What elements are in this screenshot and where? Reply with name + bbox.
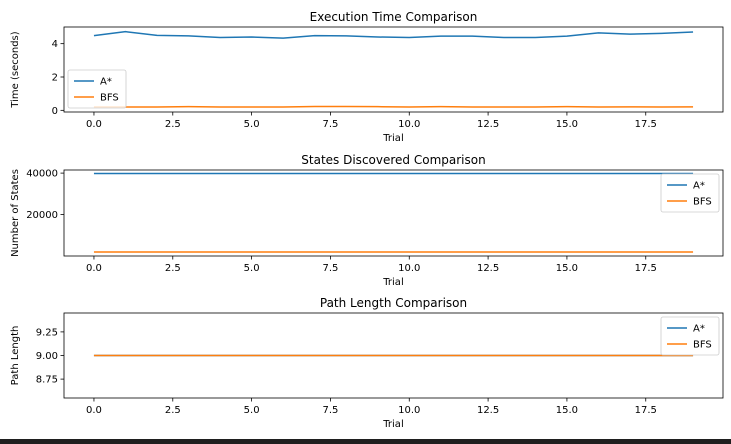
x-tick-label: 2.5 (165, 119, 181, 130)
legend-label: A* (100, 77, 112, 88)
x-tick-label: 15.0 (556, 405, 578, 416)
y-tick-label: 20000 (26, 210, 58, 221)
x-axis-label: Trial (382, 277, 403, 288)
x-tick-label: 2.5 (165, 263, 181, 274)
y-tick-label: 9.00 (36, 351, 58, 362)
x-tick-label: 12.5 (477, 263, 499, 274)
x-tick-label: 12.5 (477, 119, 499, 130)
x-tick-label: 7.5 (322, 119, 338, 130)
x-axis-label: Trial (382, 419, 403, 430)
x-tick-label: 5.0 (244, 119, 260, 130)
legend: A* BFS (660, 173, 720, 213)
chart-title: Path Length Comparison (320, 296, 467, 310)
legend: A* BFS (67, 69, 127, 109)
chart-title: Execution Time Comparison (310, 10, 478, 24)
x-axis-label: Trial (382, 133, 403, 144)
x-tick-label: 0.0 (86, 405, 102, 416)
y-tick-label: 4 (52, 39, 58, 50)
x-tick-label: 10.0 (398, 119, 420, 130)
plot-frame (63, 169, 724, 257)
chart-panel-3: Path Length Comparison 0.0 2.5 5.0 7.5 10.0 12… (10, 296, 724, 430)
chart-panel-1: Execution Time Comparison 0.0 2.5 5.0 7.5 10.… (10, 10, 724, 144)
series-line-bfs (93, 105, 694, 108)
x-tick-label: 2.5 (165, 405, 181, 416)
x-tick-label: 10.0 (398, 405, 420, 416)
x-tick-label: 0.0 (86, 263, 102, 274)
y-tick-label: 0 (52, 106, 58, 117)
chart-title: States Discovered Comparison (301, 153, 485, 167)
plot-frame (63, 26, 724, 113)
legend-box (660, 173, 720, 213)
y-tick-label: 9.25 (36, 327, 58, 338)
legend-label: BFS (693, 197, 712, 208)
x-tick-label: 0.0 (86, 119, 102, 130)
x-tick-label: 7.5 (322, 405, 338, 416)
legend-label: A* (693, 324, 705, 335)
legend-box (660, 316, 720, 356)
legend-label: BFS (100, 93, 119, 104)
x-tick-label: 12.5 (477, 405, 499, 416)
y-axis-label: Time (seconds) (10, 31, 21, 108)
x-tick-label: 15.0 (556, 263, 578, 274)
x-tick-label: 17.5 (635, 263, 657, 274)
x-tick-label: 17.5 (635, 119, 657, 130)
x-tick-label: 5.0 (244, 263, 260, 274)
y-tick-label: 2 (52, 73, 58, 84)
bottom-bar (0, 439, 731, 444)
y-axis-label: Path Length (10, 326, 21, 386)
y-tick-label: 40000 (26, 169, 58, 180)
x-tick-label: 10.0 (398, 263, 420, 274)
y-axis-label: Number of States (10, 169, 21, 257)
x-tick-label: 7.5 (322, 263, 338, 274)
x-tick-label: 17.5 (635, 405, 657, 416)
legend-label: A* (693, 181, 705, 192)
x-tick-label: 5.0 (244, 405, 260, 416)
chart-panel-2: States Discovered Comparison 0.0 2.5 5.0 7.5… (10, 153, 724, 288)
x-tick-label: 15.0 (556, 119, 578, 130)
legend: A* BFS (660, 316, 720, 356)
series-line-astar (93, 30, 694, 39)
legend-box (67, 69, 127, 109)
legend-label: BFS (693, 340, 712, 351)
y-tick-label: 8.75 (36, 375, 58, 386)
